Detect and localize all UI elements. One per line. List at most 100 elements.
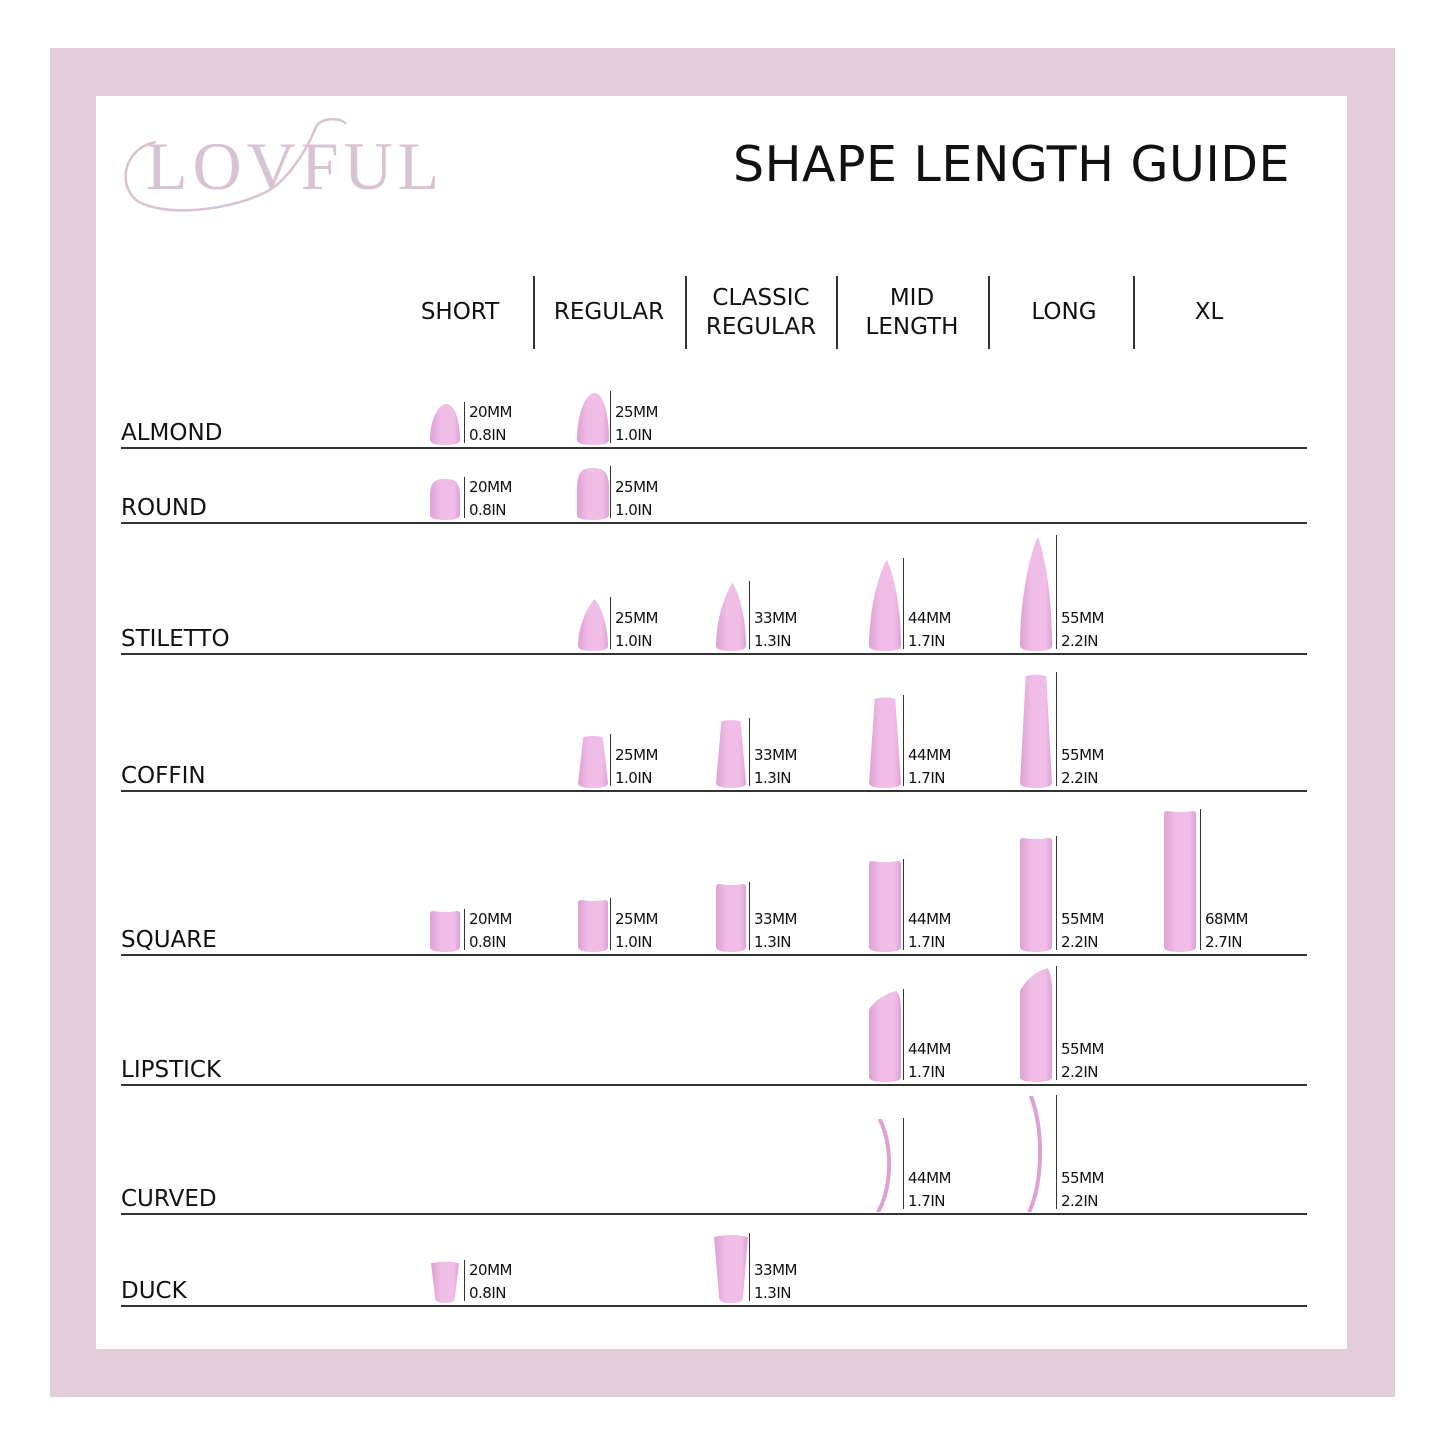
measure-bar xyxy=(903,558,905,649)
length-mm: 55MM xyxy=(1061,746,1104,764)
length-mm: 44MM xyxy=(908,1169,951,1187)
measure-bar xyxy=(903,989,905,1080)
row-divider xyxy=(121,447,1307,449)
length-in: 2.2IN xyxy=(1061,769,1099,787)
square-nail-icon xyxy=(578,900,608,952)
stiletto-nail-icon xyxy=(716,583,746,651)
measure-bar xyxy=(1056,672,1058,786)
length-in: 1.3IN xyxy=(754,1284,792,1302)
length-mm: 25MM xyxy=(615,910,658,928)
stiletto-nail-icon xyxy=(1020,537,1052,651)
logo-swash-icon xyxy=(124,117,348,212)
page-title: SHAPE LENGTH GUIDE xyxy=(732,136,1290,193)
measure-bar xyxy=(610,466,612,518)
length-in: 2.2IN xyxy=(1061,1063,1099,1081)
round-nail-icon xyxy=(577,468,609,520)
length-mm: 44MM xyxy=(908,746,951,764)
length-mm: 44MM xyxy=(908,910,951,928)
length-in: 1.0IN xyxy=(615,501,653,519)
length-mm: 55MM xyxy=(1061,609,1104,627)
length-in: 1.0IN xyxy=(615,933,653,951)
curved-nail-icon xyxy=(876,1119,891,1212)
length-mm: 20MM xyxy=(469,910,512,928)
stiletto-nail-icon xyxy=(869,560,901,651)
square-nail-icon xyxy=(869,861,901,952)
square-nail-icon xyxy=(1164,811,1196,952)
measure-bar xyxy=(903,859,905,950)
length-in: 1.0IN xyxy=(615,769,653,787)
row-label-almond: ALMOND xyxy=(121,420,223,446)
row-label-square: SQUARE xyxy=(121,927,217,953)
square-nail-icon xyxy=(1020,838,1052,952)
coffin-nail-icon xyxy=(869,697,901,788)
row-label-lipstick: LIPSTICK xyxy=(121,1057,222,1083)
row-divider xyxy=(121,790,1307,792)
row-divider xyxy=(121,1084,1307,1086)
row-divider xyxy=(121,653,1307,655)
coffin-nail-icon xyxy=(716,720,746,788)
length-mm: 55MM xyxy=(1061,1169,1104,1187)
column-divider xyxy=(533,276,535,349)
row-label-curved: CURVED xyxy=(121,1186,217,1212)
measure-bar xyxy=(903,695,905,786)
almond-nail-icon xyxy=(430,404,460,445)
measure-bar xyxy=(749,718,751,786)
length-mm: 33MM xyxy=(754,910,797,928)
duck-nail-icon xyxy=(431,1261,459,1303)
length-mm: 33MM xyxy=(754,746,797,764)
length-mm: 68MM xyxy=(1205,910,1248,928)
row-label-coffin: COFFIN xyxy=(121,763,206,789)
row-label-duck: DUCK xyxy=(121,1278,187,1304)
row-label-round: ROUND xyxy=(121,495,207,521)
measure-bar xyxy=(610,391,612,443)
measure-bar xyxy=(749,1233,751,1301)
length-in: 0.8IN xyxy=(469,501,507,519)
measure-bar xyxy=(1056,535,1058,649)
coffin-nail-icon xyxy=(578,736,608,788)
row-divider xyxy=(121,1213,1307,1215)
length-mm: 20MM xyxy=(469,478,512,496)
column-divider xyxy=(1133,276,1135,349)
row-label-stiletto: STILETTO xyxy=(121,626,230,652)
length-mm: 20MM xyxy=(469,1261,512,1279)
row-divider xyxy=(121,1305,1307,1307)
measure-bar xyxy=(610,898,612,950)
duck-nail-icon xyxy=(714,1235,748,1303)
column-header-classic: CLASSIC REGULAR xyxy=(705,284,817,340)
length-in: 2.7IN xyxy=(1205,933,1243,951)
length-in: 0.8IN xyxy=(469,1284,507,1302)
measure-bar xyxy=(610,734,612,786)
length-in: 1.3IN xyxy=(754,769,792,787)
length-in: 2.2IN xyxy=(1061,632,1099,650)
stiletto-nail-icon xyxy=(578,599,608,651)
length-in: 0.8IN xyxy=(469,426,507,444)
length-in: 1.3IN xyxy=(754,632,792,650)
measure-bar xyxy=(1056,966,1058,1080)
measure-bar xyxy=(749,882,751,950)
row-divider xyxy=(121,522,1307,524)
lipstick-nail-icon xyxy=(1020,968,1052,1082)
column-header-mid: MID LENGTH xyxy=(865,284,959,340)
length-mm: 25MM xyxy=(615,746,658,764)
length-mm: 44MM xyxy=(908,1040,951,1058)
length-mm: 33MM xyxy=(754,1261,797,1279)
length-in: 1.0IN xyxy=(615,426,653,444)
round-nail-icon xyxy=(430,479,460,520)
measure-bar xyxy=(464,477,466,518)
length-mm: 55MM xyxy=(1061,1040,1104,1058)
length-mm: 55MM xyxy=(1061,910,1104,928)
column-divider xyxy=(685,276,687,349)
column-header-long: LONG xyxy=(1031,299,1097,325)
column-header-xl: XL xyxy=(1194,299,1224,325)
measure-bar xyxy=(464,1260,466,1301)
column-divider xyxy=(988,276,990,349)
length-in: 1.7IN xyxy=(908,632,946,650)
row-divider xyxy=(121,954,1307,956)
length-in: 0.8IN xyxy=(469,933,507,951)
length-in: 1.7IN xyxy=(908,933,946,951)
measure-bar xyxy=(903,1118,905,1209)
coffin-nail-icon xyxy=(1020,674,1052,788)
measure-bar xyxy=(1200,809,1202,950)
length-mm: 20MM xyxy=(469,403,512,421)
logo-text: LOVFUL xyxy=(146,128,445,204)
